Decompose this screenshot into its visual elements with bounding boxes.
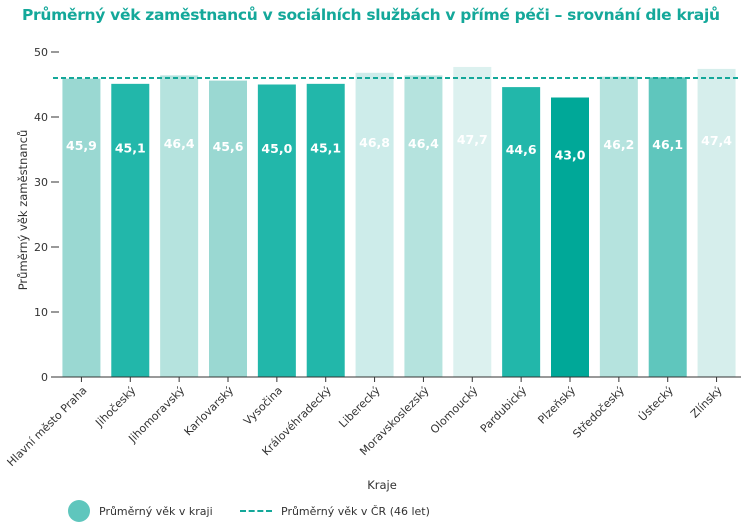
bar-value-label: 46,1: [652, 137, 683, 152]
x-tick-label: Karlovarský: [182, 384, 237, 439]
x-tick-label: Vysočina: [241, 384, 285, 428]
bar: [551, 97, 589, 377]
bar: [160, 75, 199, 378]
y-tick-label: 30: [34, 176, 48, 189]
y-tick-label: 0: [41, 371, 48, 384]
bar: [257, 84, 296, 377]
bar-value-label: 44,6: [506, 142, 537, 157]
x-tick-label: Liberecký: [336, 384, 383, 431]
bar: [502, 87, 541, 377]
x-tick-label: Středočeský: [570, 384, 627, 441]
bar: [648, 77, 687, 377]
y-tick-label: 40: [34, 111, 48, 124]
x-tick-label: Jihočeský: [92, 384, 138, 430]
bar: [306, 83, 345, 377]
bar-value-label: 47,7: [457, 132, 488, 147]
legend-item-region: Průměrný věk v kraji: [68, 498, 213, 524]
bar: [111, 83, 150, 377]
y-axis-label: Průměrný věk zaměstnanců: [16, 130, 30, 291]
bar-value-label: 43,0: [555, 147, 586, 162]
bar-value-label: 45,6: [213, 139, 244, 154]
x-tick-label: Olomoucký: [428, 384, 481, 437]
x-axis-label: Kraje: [367, 478, 397, 492]
bar: [404, 75, 443, 378]
bar-value-label: 46,4: [408, 136, 439, 151]
x-tick-label: Ústecký: [636, 384, 676, 424]
x-tick-label: Pardubický: [478, 384, 530, 436]
bar-value-label: 45,0: [261, 141, 292, 156]
y-tick-label: 50: [34, 46, 48, 59]
bar: [209, 80, 247, 377]
y-tick-label: 10: [34, 306, 48, 319]
x-tick-label: Zlínský: [688, 384, 725, 421]
x-tick-label: Plzeňský: [535, 384, 578, 427]
legend-label-national: Průměrný věk v ČR (46 let): [281, 504, 430, 518]
bar: [355, 72, 394, 378]
chart-title: Průměrný věk zaměstnanců v sociálních sl…: [22, 6, 720, 24]
bar-value-label: 47,4: [701, 133, 732, 148]
legend-circle-marker: [68, 500, 90, 522]
bar: [697, 68, 736, 378]
bar: [453, 66, 492, 377]
bar-value-label: 46,4: [164, 136, 195, 151]
bar: [599, 76, 638, 377]
x-tick-label: Hlavní město Praha: [4, 384, 89, 469]
legend-label-region: Průměrný věk v kraji: [99, 504, 213, 518]
bar-value-label: 45,1: [115, 140, 146, 155]
bar-value-label: 45,1: [310, 140, 341, 155]
legend-item-national: Průměrný věk v ČR (46 let): [240, 498, 430, 524]
y-tick-label: 20: [34, 241, 48, 254]
bar-value-label: 46,2: [603, 137, 634, 152]
legend-dashed-marker: [240, 510, 272, 512]
bar: [62, 78, 101, 378]
bar-value-label: 46,8: [359, 135, 390, 150]
bar-value-label: 45,9: [66, 138, 97, 153]
